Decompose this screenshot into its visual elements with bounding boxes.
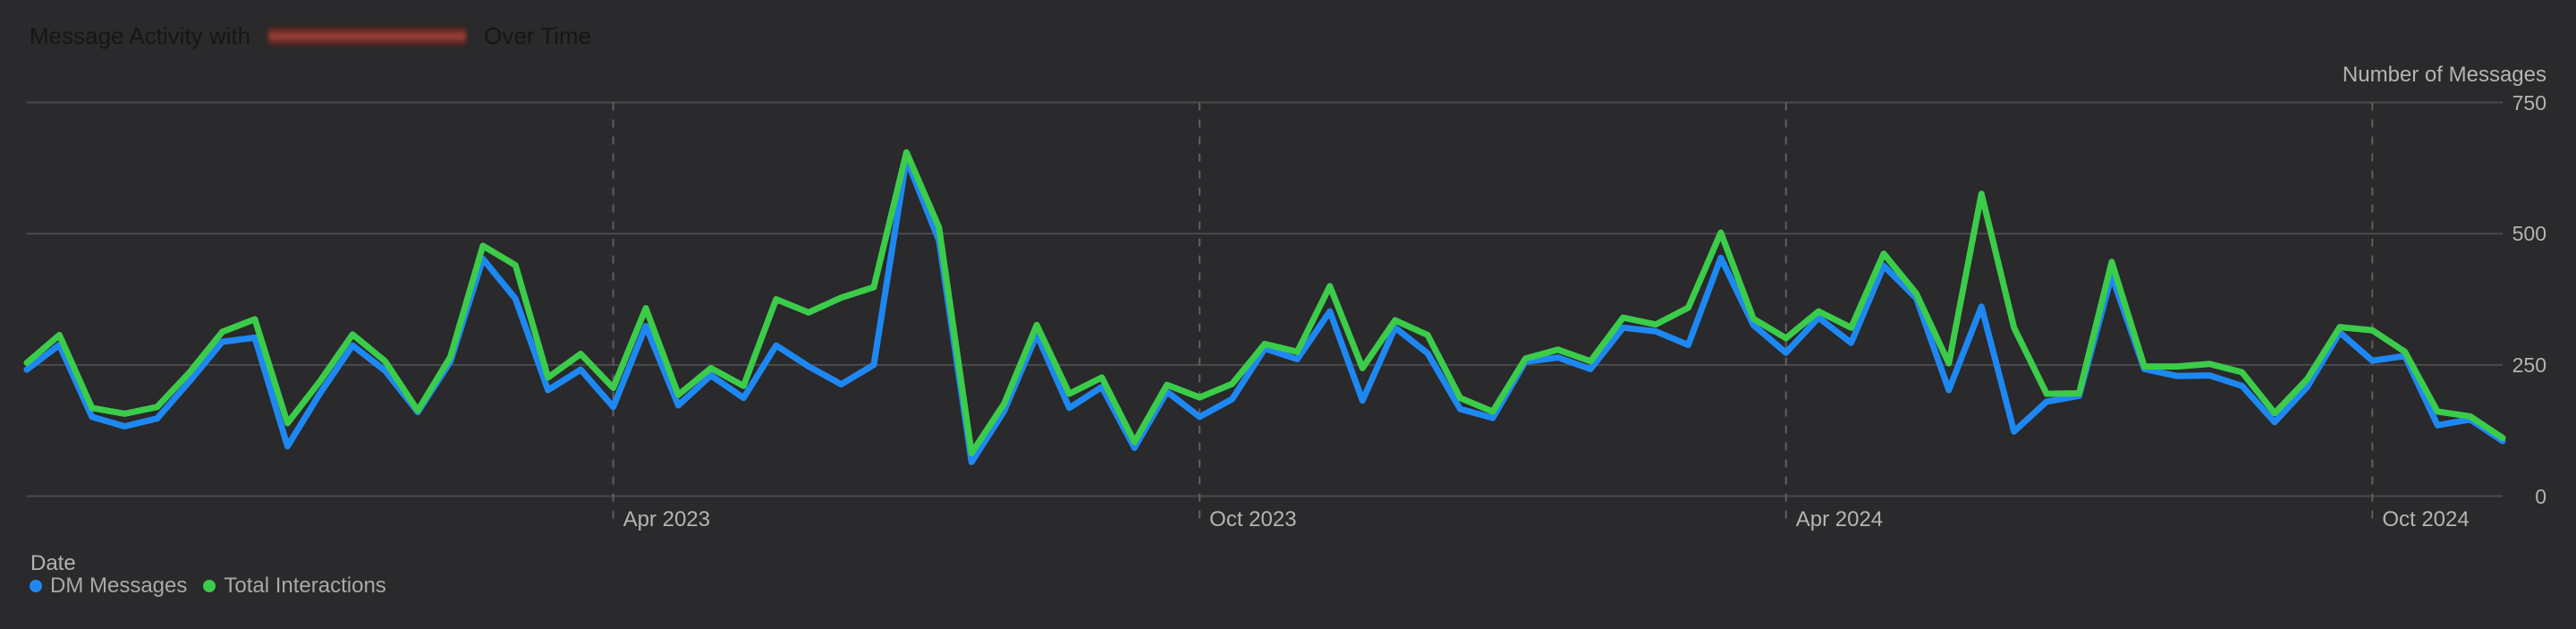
- chart-title-prefix: Message Activity with: [30, 22, 251, 49]
- legend: DM Messages Total Interactions: [30, 574, 386, 598]
- x-tick-oct-2024: Oct 2024: [2382, 507, 2470, 531]
- redacted-name-blur: [268, 26, 467, 46]
- x-axis-title: Date: [30, 551, 76, 575]
- legend-item-dm-messages[interactable]: DM Messages: [30, 574, 187, 598]
- chart-title-suffix: Over Time: [484, 22, 592, 49]
- series-line-total-interactions[interactable]: [23, 149, 2506, 456]
- y-tick-250: 250: [2512, 353, 2546, 377]
- y-tick-0: 0: [2535, 484, 2546, 508]
- y-axis-title: Number of Messages: [2342, 63, 2546, 87]
- x-tick-oct-2023: Oct 2023: [1209, 507, 1297, 531]
- y-tick-500: 500: [2512, 222, 2546, 246]
- legend-dot-total-interactions: [203, 580, 216, 592]
- series-line-dm-messages[interactable]: [23, 156, 2506, 465]
- x-tick-apr-2024: Apr 2024: [1795, 507, 1884, 531]
- legend-label-dm-messages: DM Messages: [50, 574, 188, 598]
- legend-item-total-interactions[interactable]: Total Interactions: [203, 574, 386, 598]
- x-tick-apr-2023: Apr 2023: [623, 507, 710, 531]
- legend-dot-dm-messages: [30, 580, 42, 592]
- chart-title: Message Activity with Over Time: [30, 24, 591, 47]
- legend-label-total-interactions: Total Interactions: [224, 574, 386, 598]
- y-tick-750: 750: [2512, 90, 2546, 115]
